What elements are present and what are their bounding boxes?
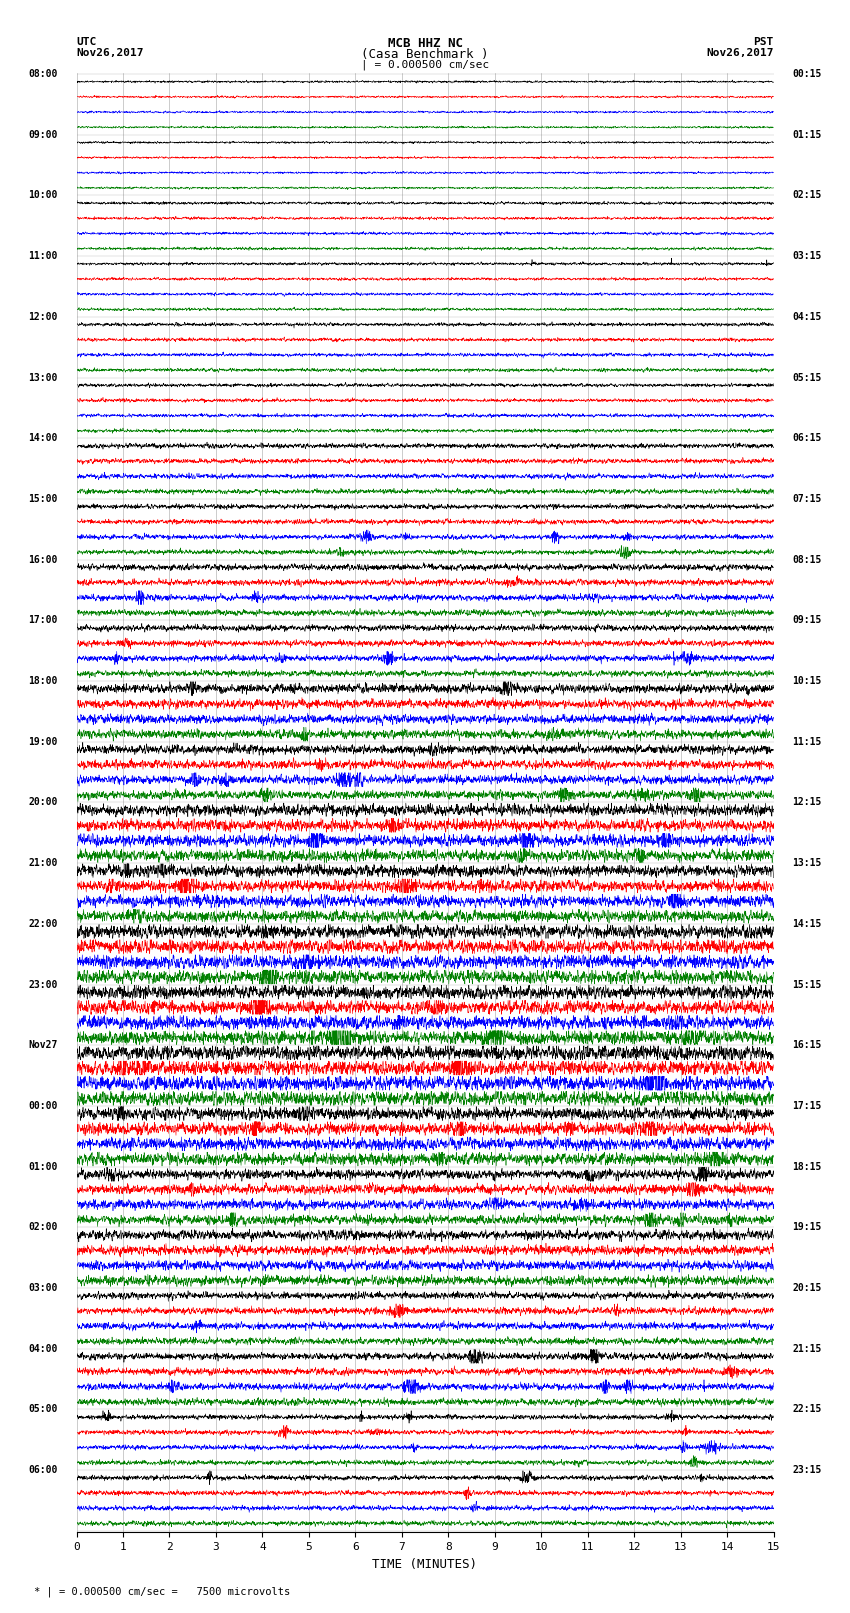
Text: 18:15: 18:15 [792,1161,821,1171]
Text: 15:00: 15:00 [29,494,58,503]
Text: 09:15: 09:15 [792,616,821,626]
Text: 05:15: 05:15 [792,373,821,382]
Text: 08:00: 08:00 [29,69,58,79]
Text: 11:15: 11:15 [792,737,821,747]
Text: 12:00: 12:00 [29,311,58,323]
Text: 05:00: 05:00 [29,1405,58,1415]
Text: PST: PST [753,37,774,47]
Text: 03:00: 03:00 [29,1282,58,1294]
Text: Nov26,2017: Nov26,2017 [706,48,774,58]
Text: (Casa Benchmark ): (Casa Benchmark ) [361,48,489,61]
Text: 21:15: 21:15 [792,1344,821,1353]
Text: | = 0.000500 cm/sec: | = 0.000500 cm/sec [361,60,489,71]
Text: 08:15: 08:15 [792,555,821,565]
Text: 20:15: 20:15 [792,1282,821,1294]
Text: 22:00: 22:00 [29,919,58,929]
Text: 13:15: 13:15 [792,858,821,868]
Text: 21:00: 21:00 [29,858,58,868]
Text: 00:15: 00:15 [792,69,821,79]
Text: 22:15: 22:15 [792,1405,821,1415]
X-axis label: TIME (MINUTES): TIME (MINUTES) [372,1558,478,1571]
Text: 02:00: 02:00 [29,1223,58,1232]
Text: 23:15: 23:15 [792,1465,821,1476]
Text: 13:00: 13:00 [29,373,58,382]
Text: 16:00: 16:00 [29,555,58,565]
Text: 01:15: 01:15 [792,129,821,140]
Text: 02:15: 02:15 [792,190,821,200]
Text: 14:15: 14:15 [792,919,821,929]
Text: 10:15: 10:15 [792,676,821,686]
Text: 14:00: 14:00 [29,434,58,444]
Text: 03:15: 03:15 [792,252,821,261]
Text: 16:15: 16:15 [792,1040,821,1050]
Text: * | = 0.000500 cm/sec =   7500 microvolts: * | = 0.000500 cm/sec = 7500 microvolts [34,1586,290,1597]
Text: 01:00: 01:00 [29,1161,58,1171]
Text: Nov26,2017: Nov26,2017 [76,48,144,58]
Text: 04:00: 04:00 [29,1344,58,1353]
Text: 00:00: 00:00 [29,1102,58,1111]
Text: 06:15: 06:15 [792,434,821,444]
Text: 19:00: 19:00 [29,737,58,747]
Text: 20:00: 20:00 [29,797,58,808]
Text: 12:15: 12:15 [792,797,821,808]
Text: 17:15: 17:15 [792,1102,821,1111]
Text: 18:00: 18:00 [29,676,58,686]
Text: 10:00: 10:00 [29,190,58,200]
Text: 15:15: 15:15 [792,979,821,989]
Text: 17:00: 17:00 [29,616,58,626]
Text: 11:00: 11:00 [29,252,58,261]
Text: 09:00: 09:00 [29,129,58,140]
Text: 07:15: 07:15 [792,494,821,503]
Text: UTC: UTC [76,37,97,47]
Text: 06:00: 06:00 [29,1465,58,1476]
Text: Nov27: Nov27 [29,1040,58,1050]
Text: MCB HHZ NC: MCB HHZ NC [388,37,462,50]
Text: 04:15: 04:15 [792,311,821,323]
Text: 23:00: 23:00 [29,979,58,989]
Text: 19:15: 19:15 [792,1223,821,1232]
